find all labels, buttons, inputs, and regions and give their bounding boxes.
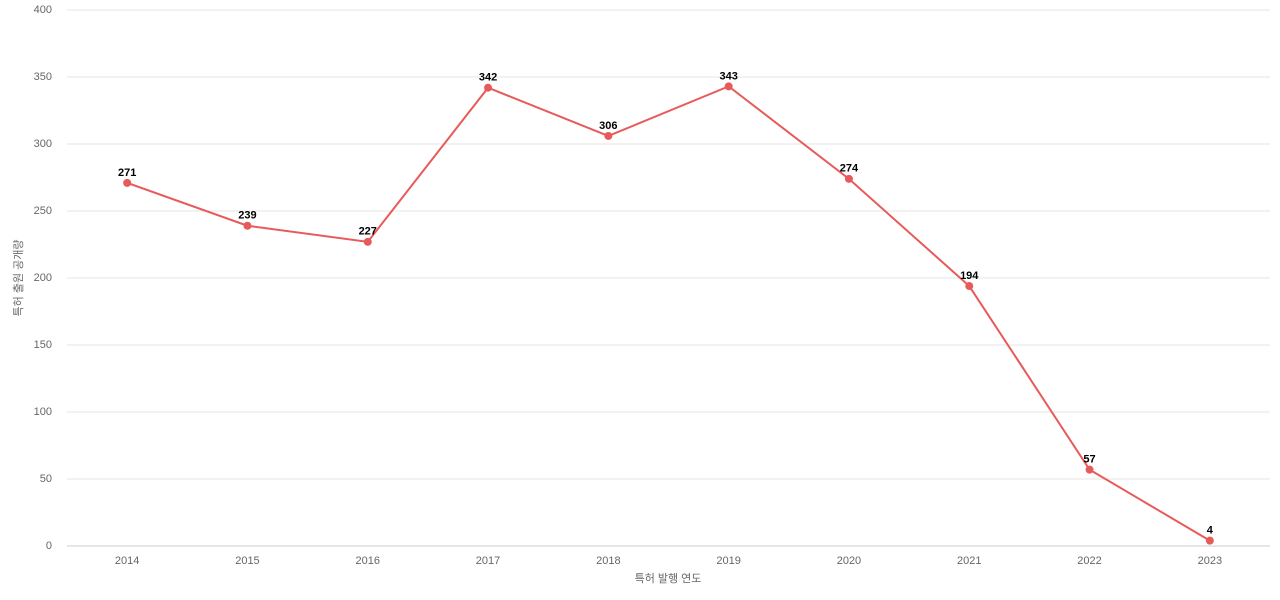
x-tick-label: 2022 bbox=[1077, 555, 1101, 567]
x-tick-label: 2016 bbox=[356, 555, 380, 567]
x-tick-label: 2014 bbox=[115, 555, 139, 567]
y-tick-label: 100 bbox=[34, 406, 52, 418]
y-tick-label: 50 bbox=[40, 473, 52, 485]
value-label: 57 bbox=[1083, 454, 1095, 466]
line bbox=[126, 85, 1211, 542]
point bbox=[363, 237, 372, 246]
y-tick-label: 200 bbox=[34, 272, 52, 284]
x-tick-label: 2015 bbox=[235, 555, 259, 567]
x-tick-label: 2019 bbox=[716, 555, 740, 567]
point bbox=[123, 178, 132, 187]
value-label: 271 bbox=[118, 167, 136, 179]
value-label: 239 bbox=[238, 210, 256, 222]
x-tick-label: 2018 bbox=[596, 555, 620, 567]
y-tick-label: 400 bbox=[34, 4, 52, 16]
x-tick-label: 2021 bbox=[957, 555, 981, 567]
x-tick-label: 2023 bbox=[1198, 555, 1222, 567]
value-label: 4 bbox=[1207, 525, 1214, 537]
value-label: 194 bbox=[960, 270, 979, 282]
y-tick-label: 300 bbox=[34, 138, 52, 150]
value-label: 342 bbox=[479, 72, 497, 84]
y-tick-label: 0 bbox=[46, 540, 52, 552]
x-tick-label: 2020 bbox=[837, 555, 861, 567]
point bbox=[724, 82, 733, 91]
y-tick-label: 250 bbox=[34, 205, 52, 217]
point bbox=[604, 131, 613, 140]
y-tick-label: 150 bbox=[34, 339, 52, 351]
point bbox=[1085, 465, 1094, 474]
y-axis-label: 특허 출원 공개량 bbox=[12, 240, 25, 317]
point bbox=[243, 221, 252, 230]
point bbox=[484, 83, 493, 92]
x-tick-label: 2017 bbox=[476, 555, 500, 567]
value-label: 306 bbox=[599, 120, 617, 132]
point bbox=[965, 282, 974, 291]
point bbox=[844, 174, 853, 183]
value-label: 343 bbox=[719, 70, 737, 82]
value-label: 274 bbox=[840, 163, 859, 175]
x-axis-label: 특허 발행 연도 bbox=[635, 572, 702, 585]
y-tick-label: 350 bbox=[34, 71, 52, 83]
point bbox=[1205, 536, 1214, 545]
value-label: 227 bbox=[359, 226, 377, 238]
